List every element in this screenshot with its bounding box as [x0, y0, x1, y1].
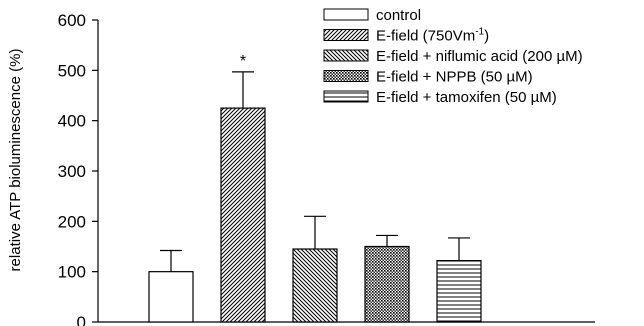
- legend-label-1: control: [376, 7, 421, 24]
- legend-swatch-3: [323, 49, 369, 62]
- y-ticks: 0 100 200 300 400 500 600: [58, 11, 98, 326]
- y-tick-label: 200: [58, 212, 86, 231]
- legend-label-2: E-field (750Vm-1): [376, 27, 489, 45]
- bar-4: [364, 245, 410, 323]
- y-tick-label: 0: [77, 313, 86, 326]
- y-tick-label: 300: [58, 162, 86, 181]
- legend-label-3: E-field + niflumic acid (200 µM): [376, 48, 583, 65]
- legend-swatch-1: [323, 8, 369, 21]
- bar-2: [220, 107, 266, 323]
- y-tick-label: 600: [58, 11, 86, 30]
- legend-label-4: E-field + NPPB (50 µM): [376, 69, 533, 86]
- y-axis-label: relative ATP bioluminescence (%): [7, 49, 24, 272]
- legend-swatch-4: [323, 70, 369, 82]
- legend-swatch-2: [323, 29, 369, 41]
- bar-1: [148, 271, 194, 323]
- legend: control E-field (750Vm-1) E-field + niflum…: [323, 7, 583, 106]
- bar-3: [292, 248, 338, 323]
- y-tick-label: 100: [58, 263, 86, 282]
- bar-5: [436, 259, 482, 323]
- legend-swatch-5: [323, 90, 369, 103]
- error-bars: [160, 71, 470, 272]
- legend-label-5: E-field + tamoxifen (50 µM): [376, 89, 557, 106]
- bars: [148, 107, 482, 323]
- y-tick-label: 400: [58, 112, 86, 131]
- annotations: *: [240, 53, 246, 70]
- significance-marker: *: [240, 53, 246, 70]
- y-tick-label: 500: [58, 61, 86, 80]
